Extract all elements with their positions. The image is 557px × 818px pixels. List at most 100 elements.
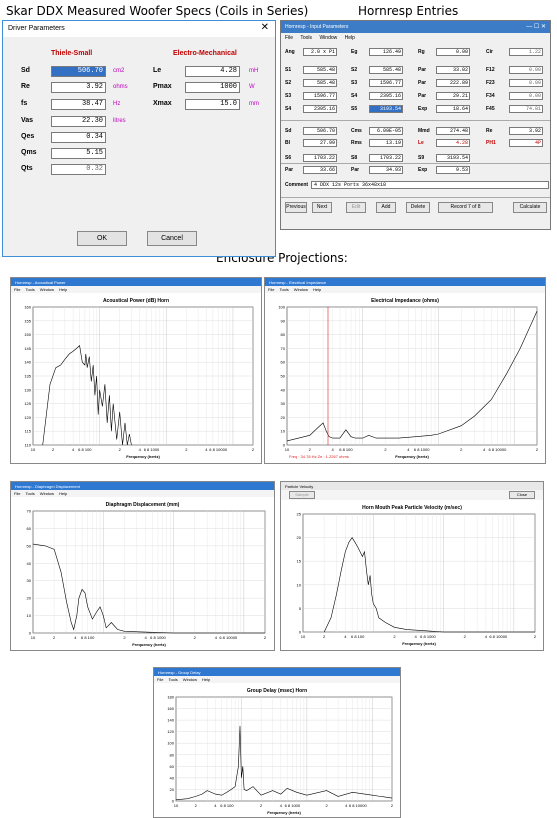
menu-window[interactable]: Window [39, 287, 55, 292]
ts-value-field[interactable]: 3.92 [51, 82, 106, 93]
em-unit: mH [249, 68, 259, 74]
hr-driver-value[interactable]: 506.70 [303, 127, 337, 135]
close-button[interactable]: Close [509, 491, 535, 499]
hr-chamber-value[interactable]: 9.53 [436, 166, 470, 174]
menu-help[interactable]: Help [59, 491, 68, 496]
em-value-field[interactable]: 4.28 [185, 66, 240, 77]
menu-file[interactable]: File [157, 677, 164, 682]
comment-field[interactable]: 4 DDX 12s Ports 36x48x18 [311, 181, 549, 189]
hr-chamber-value[interactable]: 33.66 [303, 166, 337, 174]
hr-chamber-value[interactable]: 1703.22 [369, 154, 403, 162]
hr-field-value[interactable]: 2395.16 [303, 105, 337, 113]
hr-field-value[interactable]: 0.00 [509, 66, 543, 74]
hr-field-value[interactable]: 2.0 x Pi [303, 48, 337, 56]
menu-window[interactable]: Window [182, 677, 198, 682]
menu-help[interactable]: Help [202, 677, 211, 682]
velocity-window: Particle Velocity Sample Close Horn Mout… [280, 481, 544, 651]
x-tick-label: 2 [252, 447, 255, 452]
hr-field-value[interactable]: 74.81 [509, 105, 543, 113]
hr-driver-value[interactable]: 4.28 [436, 139, 470, 147]
x-axis-label: Frequency (hertz) [132, 642, 166, 647]
y-tick-label: 135 [24, 374, 31, 379]
edit-button[interactable]: Edit [346, 202, 366, 213]
window-title: Hornresp - Acoustical Power [11, 278, 261, 286]
add-button[interactable]: Add [376, 202, 396, 213]
menu-window[interactable]: Window [319, 35, 338, 41]
em-value-field[interactable]: 1000 [185, 82, 240, 93]
menu-file[interactable]: File [268, 287, 275, 292]
x-tick-label: 6 8 1000 [150, 635, 166, 640]
close-icon[interactable]: ✕ [260, 22, 269, 33]
ts-value-field[interactable]: 0.34 [51, 132, 106, 143]
hr-field-value[interactable]: 1596.77 [303, 92, 337, 100]
hr-field-value[interactable]: 0.00 [509, 79, 543, 87]
menu-file[interactable]: File [14, 287, 21, 292]
hr-chamber-value[interactable]: 34.93 [369, 166, 403, 174]
x-tick-label: 4 [407, 447, 410, 452]
menu-window[interactable]: Window [293, 287, 309, 292]
menu-help[interactable]: Help [344, 35, 355, 41]
hr-field-value[interactable]: 1.22 [509, 48, 543, 56]
hr-field-value[interactable]: 3193.54 [369, 105, 403, 113]
hr-driver-value[interactable]: 3.92 [509, 127, 543, 135]
group-delay-chart: Group Delay (msec) Horn 180 160 140 120 100 80… [167, 688, 394, 815]
hr-field-value[interactable]: 126.49 [369, 48, 403, 56]
hr-field-label: Exp [418, 106, 428, 112]
hr-field-value[interactable]: 585.48 [303, 66, 337, 74]
x-tick-label: 10 [31, 447, 36, 452]
ts-value-field[interactable]: 506.70 [51, 66, 106, 77]
hr-driver-value[interactable]: 4P [509, 139, 543, 147]
hr-field-value[interactable]: 585.48 [303, 79, 337, 87]
x-tick-label: 6 8 1000 [420, 634, 436, 639]
hr-chamber-value[interactable]: 3193.54 [436, 154, 470, 162]
delete-button[interactable]: Delete [406, 202, 430, 213]
hr-field-value[interactable]: 1596.77 [369, 79, 403, 87]
previous-button[interactable]: Previous [285, 202, 307, 213]
ts-value-field[interactable]: 22.30 [51, 116, 106, 127]
hr-driver-value[interactable]: 274.48 [436, 127, 470, 135]
em-value-field[interactable]: 15.0 [185, 99, 240, 110]
y-tick-label: 80 [170, 752, 175, 757]
menu-help[interactable]: Help [59, 287, 68, 292]
series-line [32, 543, 265, 634]
menu-help[interactable]: Help [313, 287, 322, 292]
sample-button[interactable]: Sample [289, 491, 315, 499]
menu-tools[interactable]: Tools [25, 491, 35, 496]
x-tick-label: 6 8 1000 [144, 447, 160, 452]
hr-field-value[interactable]: 2395.16 [369, 92, 403, 100]
hr-driver-value[interactable]: 6.09E-05 [369, 127, 403, 135]
x-tick-label: 6 8 100 [81, 635, 95, 640]
y-tick-label: 150 [24, 332, 31, 337]
hr-field-label: Ang [285, 49, 295, 55]
hr-field-value[interactable]: 33.02 [436, 66, 470, 74]
menu-file[interactable]: File [285, 35, 294, 41]
menu-file[interactable]: File [14, 491, 21, 496]
next-button[interactable]: Next [312, 202, 332, 213]
hr-driver-value[interactable]: 27.99 [303, 139, 337, 147]
dialog-title: Driver Parameters [8, 25, 65, 32]
hr-field-value[interactable]: 585.48 [369, 66, 403, 74]
hr-field-label: S3 [351, 80, 358, 86]
hr-field-value[interactable]: 29.21 [436, 92, 470, 100]
menu-tools[interactable]: Tools [279, 287, 289, 292]
cancel-button[interactable]: Cancel [147, 231, 197, 246]
ts-value-field[interactable]: 38.47 [51, 99, 106, 110]
hr-field-value[interactable]: 222.89 [436, 79, 470, 87]
ts-value-field[interactable]: 5.15 [51, 148, 106, 159]
x-tick-label: 10 [301, 634, 306, 639]
window-controls[interactable]: — ☐ ✕ [526, 24, 546, 30]
hr-field-value[interactable]: 18.64 [436, 105, 470, 113]
hr-field-value[interactable]: 0.00 [509, 92, 543, 100]
menu-tools[interactable]: Tools [300, 35, 313, 41]
menu-window[interactable]: Window [39, 491, 55, 496]
hr-driver-value[interactable]: 13.19 [369, 139, 403, 147]
x-tick-label: 2 [52, 447, 55, 452]
menu-tools[interactable]: Tools [25, 287, 35, 292]
hr-field-value[interactable]: 0.00 [436, 48, 470, 56]
menu-tools[interactable]: Tools [168, 677, 178, 682]
hr-chamber-value[interactable]: 1703.22 [303, 154, 337, 162]
group-delay-window: Hornresp - Group Delay File Tools Window He… [153, 667, 401, 818]
ok-button[interactable]: OK [77, 231, 127, 246]
hr-field-label: Eg [351, 49, 358, 55]
calculate-button[interactable]: Calculate [513, 202, 547, 213]
